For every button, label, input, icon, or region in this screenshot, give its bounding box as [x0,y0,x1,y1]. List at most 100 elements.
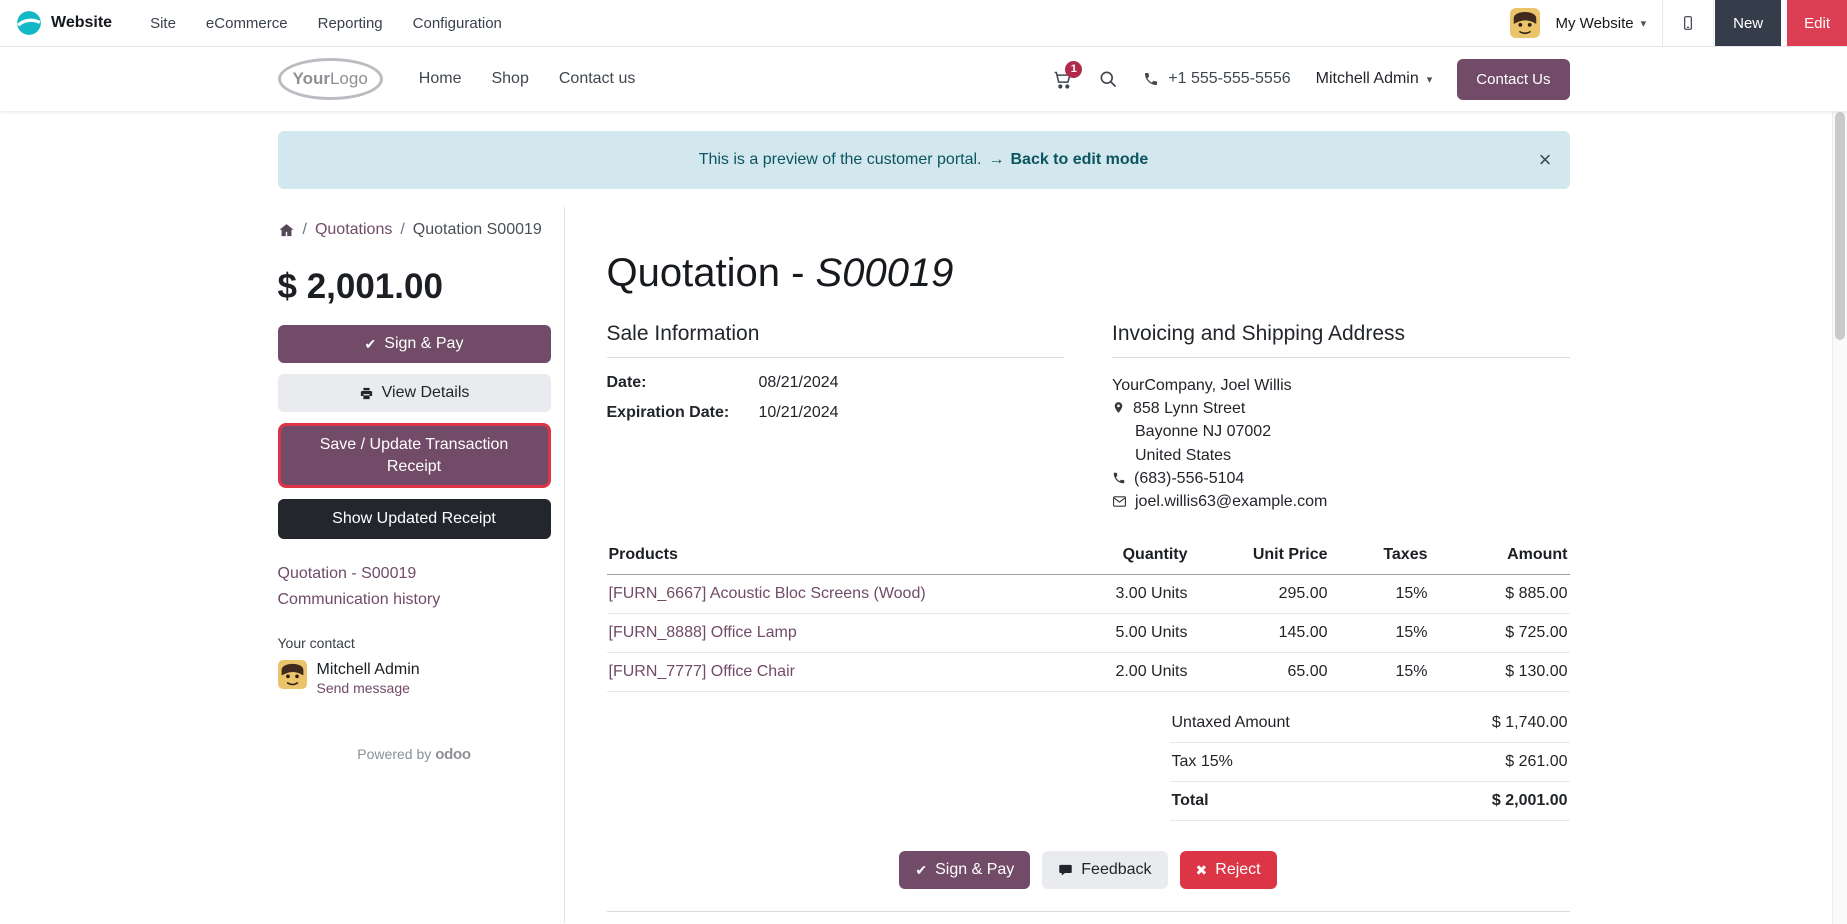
breadcrumb-separator: / [302,221,307,238]
contact-card: Mitchell Admin Send message [277,660,551,697]
untaxed-amount-value: $ 1,740.00 [1491,714,1568,732]
communication-history-link[interactable]: Communication history [277,591,441,609]
mobile-preview-button[interactable] [1663,0,1713,46]
product-amount: $ 725.00 [1429,613,1570,654]
scrollbar[interactable] [1832,111,1847,924]
search-button[interactable] [1098,69,1118,89]
total-value: $ 2,001.00 [1491,792,1568,810]
back-to-edit-link[interactable]: → Back to edit mode [988,151,1148,169]
admin-menu: Site eCommerce Reporting Configuration [150,15,502,32]
sign-pay-label: Sign & Pay [384,335,464,352]
untaxed-amount-label: Untaxed Amount [1171,714,1290,732]
header-right: 1 +1 555-555-5556 Mitchell Admin ▾ Conta… [1052,58,1570,100]
address-heading: Invoicing and Shipping Address [1112,322,1570,358]
tax-row: Tax 15% $ 261.00 [1169,743,1570,783]
address-city: Bayonne NJ 07002 [1135,423,1272,441]
page-title-text: Quotation - [606,251,816,295]
breadcrumb-separator: / [400,221,405,238]
product-quantity: 2.00 Units [1039,652,1190,693]
admin-avatar[interactable] [1509,8,1540,38]
sidebar-links: Quotation - S00019 Communication history [278,565,551,609]
phone-icon [1113,472,1125,483]
sign-pay-button[interactable]: ✔ Sign & Pay [277,325,551,363]
document-actions: ✔ Sign & Pay Feedback ✖ Reject [607,851,1570,890]
tax-value: $ 261.00 [1505,753,1568,771]
contact-us-button[interactable]: Contact Us [1457,58,1570,100]
product-row: [FURN_7777] Office Chair 2.00 Units 65.0… [606,652,1570,693]
product-row: [FURN_6667] Acoustic Bloc Screens (Wood)… [606,574,1570,615]
product-link[interactable]: [FURN_6667] Acoustic Bloc Screens (Wood) [608,585,926,603]
website-app-title: Website [51,14,113,31]
col-products: Products [606,537,1040,576]
portal-preview-alert: This is a preview of the customer portal… [277,131,1570,189]
page-title: Quotation - S00019 [607,251,1570,296]
envelope-icon [1113,496,1126,507]
address-name: YourCompany, Joel Willis [1112,377,1292,394]
product-quantity: 5.00 Units [1039,613,1190,654]
website-selector[interactable]: My Website ▾ [1556,15,1663,32]
menu-reporting[interactable]: Reporting [317,14,383,32]
section-divider [606,911,1570,913]
edit-button[interactable]: Edit [1787,0,1847,46]
your-contact-label: Your contact [277,635,355,652]
nav-shop[interactable]: Shop [491,70,529,87]
check-icon: ✔ [364,335,377,352]
odoo-wordmark[interactable]: odoo [435,746,471,764]
admin-top-bar: Website Site eCommerce Reporting Configu… [0,0,1847,47]
expiration-date-label: Expiration Date: [606,404,730,421]
product-link[interactable]: [FURN_8888] Office Lamp [608,624,797,642]
scrollbar-thumb[interactable] [1835,112,1845,340]
cart-button[interactable]: 1 [1052,60,1083,90]
arrow-right-icon: → [988,151,1005,168]
save-update-transaction-receipt-button[interactable]: Save / Update Transaction Receipt [277,423,551,489]
site-logo-light: Logo [329,69,368,88]
address-phone[interactable]: (683)-556-5104 [1112,467,1570,490]
contact-name: Mitchell Admin [316,661,420,679]
breadcrumb-quotations-link[interactable]: Quotations [314,221,393,238]
product-amount: $ 130.00 [1429,652,1570,693]
total-row: Total $ 2,001.00 [1169,782,1570,822]
back-to-edit-label: Back to edit mode [1010,151,1149,168]
check-icon: ✔ [915,861,928,878]
col-taxes: Taxes [1329,537,1430,576]
menu-configuration[interactable]: Configuration [412,14,502,32]
date-value: 08/21/2024 [758,374,839,391]
menu-ecommerce[interactable]: eCommerce [205,14,288,32]
header-phone-number: +1 555-555-5556 [1168,70,1291,87]
sign-pay-button-bottom[interactable]: ✔ Sign & Pay [899,851,1031,890]
expiration-date-value: 10/21/2024 [758,404,839,421]
view-details-button[interactable]: View Details [277,374,551,412]
total-label: Total [1171,792,1209,810]
chevron-down-icon: ▾ [1640,17,1647,30]
nav-home[interactable]: Home [418,70,462,87]
feedback-button[interactable]: Feedback [1042,851,1168,890]
menu-site[interactable]: Site [150,14,176,32]
product-unit-price: 65.00 [1189,652,1330,693]
address-email[interactable]: joel.willis63@example.com [1112,490,1570,513]
site-logo[interactable]: Your Logo [277,58,383,100]
nav-contact-us[interactable]: Contact us [558,70,636,87]
reject-button[interactable]: ✖ Reject [1179,851,1277,890]
quotation-link[interactable]: Quotation - S00019 [277,565,417,583]
contact-avatar [277,660,307,690]
portal-sidebar: / Quotations / Quotation S00019 $ 2,001.… [277,207,565,923]
powered-by: Powered by odoo [278,746,551,763]
product-taxes: 15% [1329,574,1430,615]
product-quantity: 3.00 Units [1039,574,1190,615]
chevron-down-icon: ▾ [1426,73,1433,86]
sale-information-section: Sale Information Date: 08/21/2024 Expira… [606,322,1064,513]
x-mark-icon: ✖ [1195,861,1208,878]
mobile-icon [1684,16,1693,30]
header-phone[interactable]: +1 555-555-5556 [1143,70,1291,88]
close-icon[interactable]: × [1538,147,1552,172]
website-app-brand[interactable]: Website [16,10,112,36]
home-icon[interactable] [278,222,295,239]
quotation-amount: $ 2,001.00 [277,267,443,306]
product-link[interactable]: [FURN_7777] Office Chair [608,663,795,681]
new-button[interactable]: New [1715,0,1782,46]
user-menu[interactable]: Mitchell Admin ▾ [1316,70,1433,88]
show-updated-receipt-button[interactable]: Show Updated Receipt [277,499,551,540]
products-header-row: Products Quantity Unit Price Taxes Amoun… [606,537,1570,576]
send-message-link[interactable]: Send message [316,680,410,697]
address-section: Invoicing and Shipping Address YourCompa… [1112,322,1570,513]
